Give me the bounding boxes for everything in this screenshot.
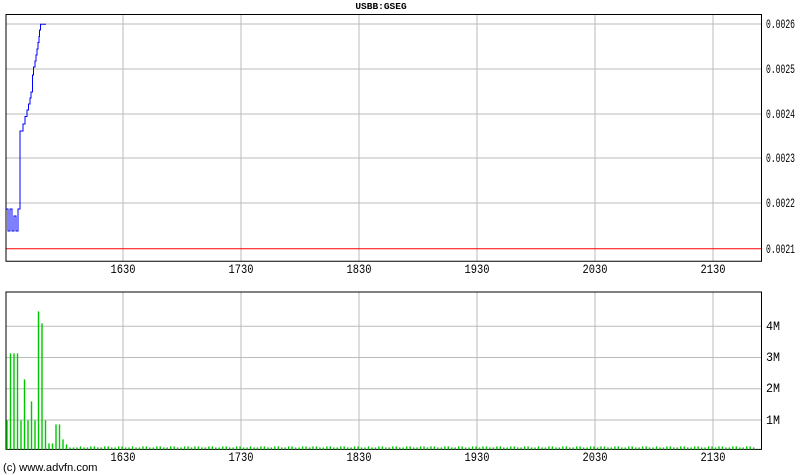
svg-text:2130: 2130 [701, 263, 726, 277]
svg-text:1M: 1M [766, 414, 780, 428]
svg-text:1730: 1730 [229, 263, 254, 277]
svg-text:3M: 3M [766, 351, 780, 365]
svg-text:4M: 4M [766, 320, 780, 334]
svg-text:2M: 2M [766, 382, 780, 396]
svg-text:0.0022: 0.0022 [766, 197, 795, 211]
svg-text:1930: 1930 [465, 451, 490, 465]
svg-text:0.0021: 0.0021 [766, 243, 795, 257]
svg-text:1930: 1930 [465, 263, 490, 277]
svg-text:1630: 1630 [111, 451, 136, 465]
svg-text:0.0024: 0.0024 [766, 108, 795, 122]
svg-text:0.0026: 0.0026 [766, 18, 795, 32]
svg-text:1630: 1630 [111, 263, 136, 277]
svg-text:1830: 1830 [347, 263, 372, 277]
svg-text:2130: 2130 [701, 451, 726, 465]
svg-text:1830: 1830 [347, 451, 372, 465]
svg-text:0.0023: 0.0023 [766, 152, 795, 166]
svg-text:2030: 2030 [583, 263, 608, 277]
svg-text:1730: 1730 [229, 451, 254, 465]
svg-text:0.0025: 0.0025 [766, 63, 795, 77]
svg-text:2030: 2030 [583, 451, 608, 465]
